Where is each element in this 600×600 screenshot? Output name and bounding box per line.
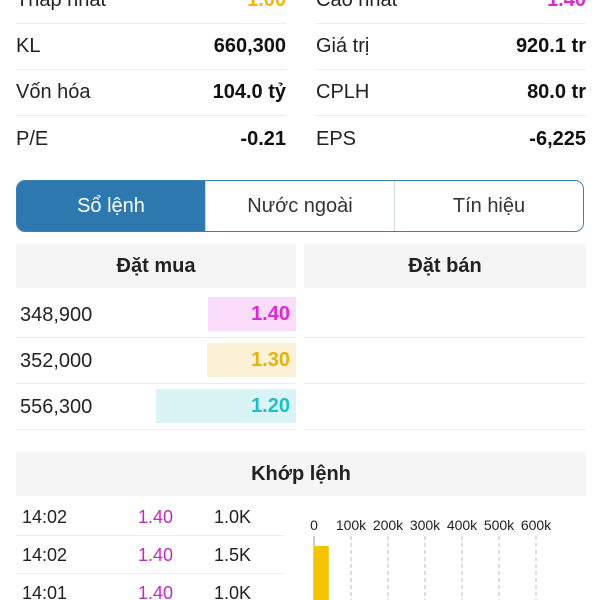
stats-panel: Thấp nhất 1.00 Cao nhất 1.40 KL 660,300 … [0,0,600,162]
detail-tabs: Sổ lệnh Nước ngoài Tín hiệu [16,180,584,232]
trade-volume: 1.5K [214,545,252,565]
stat-volume: KL 660,300 [16,24,286,70]
stat-value: -0.21 [240,127,286,150]
stat-value: 80.0 tr [527,81,586,103]
buy-order-price: 1.30 [251,349,290,371]
trade-price: 1.40 [138,583,174,600]
buy-order-price: 1.20 [251,395,290,417]
trade-row: 14:02 1.40 1.5K [16,536,284,574]
stat-low: Thấp nhất 1.00 [16,0,286,24]
trade-time: 14:01 [22,583,68,600]
stat-value: 660,300 [213,35,286,57]
stat-label: Vốn hóa [16,81,91,103]
sell-order-row [304,338,586,384]
stat-high: Cao nhất 1.40 [316,0,586,24]
trade-price: 1.40 [138,545,174,565]
volume-by-price-chart: 0 100k 200k 300k 400k 500k 600k [310,517,552,600]
x-tick-label: 0 [310,517,318,533]
buy-order-quantity: 556,300 [20,396,93,418]
sell-order-row [304,292,586,338]
buy-order-quantity: 348,900 [20,304,93,326]
stat-market-cap: Vốn hóa 104.0 tỷ [16,70,286,116]
tab-order-book[interactable]: Sổ lệnh [17,181,205,231]
tab-foreign[interactable]: Nước ngoài [205,181,394,231]
stat-label: Cao nhất [316,0,398,11]
trade-volume: 1.0K [214,583,252,600]
x-tick-label: 600k [521,517,552,533]
stat-value: 1.40 [547,0,586,11]
sell-orders-header: Đặt bán [304,244,586,288]
tab-signals[interactable]: Tín hiệu [394,181,583,231]
x-tick-label: 100k [336,517,367,533]
stat-row-low-high: Thấp nhất 1.00 Cao nhất 1.40 [0,0,600,24]
volume-bar [314,546,329,600]
trade-price: 1.40 [138,507,174,527]
stat-value: 920.1 tr [515,35,586,57]
x-tick-label: 400k [447,517,478,533]
stat-value: 1.00 [247,0,286,11]
trade-time: 14:02 [22,545,68,565]
trade-time: 14:02 [22,507,68,527]
stat-label: KL [16,35,41,57]
buy-volume-bar [156,389,296,423]
x-tick-label: 500k [484,517,515,533]
trade-volume: 1.0K [214,507,252,527]
buy-order-row: 556,300 1.20 [16,384,296,430]
buy-order-price: 1.40 [251,303,290,325]
matched-trades-header: Khớp lệnh [16,452,586,496]
stat-label: Thấp nhất [16,0,107,11]
stat-label: P/E [16,127,49,150]
stat-outstanding-shares: CPLH 80.0 tr [316,70,586,116]
buy-orders-header: Đặt mua [16,244,296,288]
stat-row-pe-eps: P/E -0.21 EPS -6,225 [0,116,600,162]
stat-value: -6,225 [529,127,586,150]
buy-order-quantity: 352,000 [20,350,93,372]
x-tick-label: 200k [373,517,404,533]
x-tick-label: 300k [410,517,441,533]
trade-row: 14:01 1.40 1.0K [16,574,284,600]
stat-label: Giá trị [316,35,370,57]
buy-volume-bar [207,343,296,377]
stat-eps: EPS -6,225 [316,116,586,162]
stat-trade-value: Giá trị 920.1 tr [316,24,586,70]
stat-value: 104.0 tỷ [212,81,286,103]
stat-row-volume-value: KL 660,300 Giá trị 920.1 tr [0,24,600,70]
buy-volume-bar [208,297,296,331]
stat-pe: P/E -0.21 [16,116,286,162]
stat-label: EPS [316,127,357,150]
sell-order-row [304,384,586,430]
trade-row: 14:02 1.40 1.0K [16,498,284,536]
stat-label: CPLH [316,81,370,103]
buy-order-row: 348,900 1.40 [16,292,296,338]
stat-row-cap-shares: Vốn hóa 104.0 tỷ CPLH 80.0 tr [0,70,600,116]
buy-order-row: 352,000 1.30 [16,338,296,384]
